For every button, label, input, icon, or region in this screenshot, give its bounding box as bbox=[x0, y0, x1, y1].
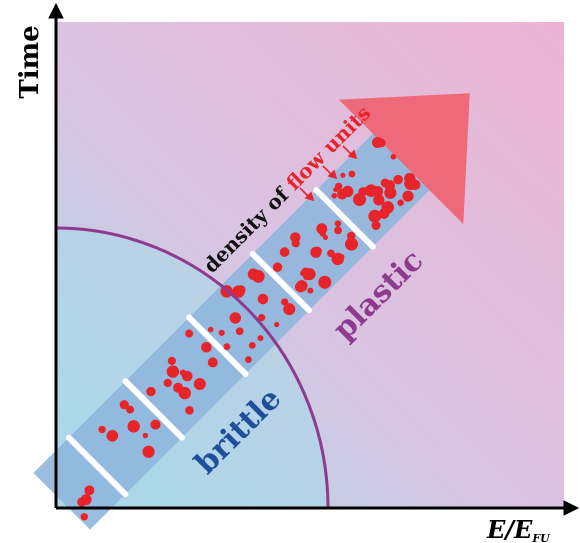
flow-unit-dot bbox=[80, 513, 88, 521]
flow-unit-dot bbox=[84, 485, 95, 496]
flow-unit-dot bbox=[272, 262, 283, 272]
flow-unit-dot bbox=[248, 341, 256, 349]
flow-band bbox=[33, 93, 470, 530]
flow-unit-dot bbox=[126, 405, 135, 414]
axes bbox=[48, 2, 580, 516]
flow-unit-dot bbox=[373, 194, 385, 206]
flow-unit-dot bbox=[335, 182, 343, 190]
flow-unit-dot bbox=[384, 180, 396, 191]
y-axis-arrow bbox=[48, 2, 64, 19]
flow-unit-dot bbox=[229, 312, 242, 324]
flow-unit-dot bbox=[331, 252, 344, 266]
flow-unit-dot bbox=[340, 172, 346, 178]
flow-unit-dot bbox=[106, 430, 119, 442]
flow-unit-dot bbox=[193, 377, 206, 390]
flow-unit-dot bbox=[281, 298, 289, 306]
flow-unit-dots bbox=[77, 136, 421, 521]
flow-unit-dot bbox=[348, 170, 356, 178]
flow-unit-dot bbox=[232, 285, 245, 298]
flow-unit-dot bbox=[146, 386, 156, 397]
flow-unit-dot bbox=[207, 357, 218, 368]
x-axis-label: E/EFU bbox=[486, 515, 551, 543]
flow-unit-dot bbox=[295, 280, 308, 292]
y-axis-label: Time bbox=[15, 25, 45, 98]
flow-unit-dot bbox=[142, 445, 155, 458]
flow-unit-dot bbox=[316, 223, 328, 235]
flow-unit-dot bbox=[342, 185, 354, 198]
flow-unit-dot bbox=[244, 356, 252, 363]
flow-unit-dot bbox=[181, 370, 193, 382]
flow-unit-dot bbox=[334, 226, 342, 235]
flow-unit-dot bbox=[331, 193, 338, 199]
flow-unit-dot bbox=[163, 378, 172, 388]
flow-unit-dot bbox=[318, 275, 332, 289]
flow-unit-dot bbox=[218, 329, 225, 336]
flow-unit-dot bbox=[344, 237, 358, 251]
x-axis-label-sub: FU bbox=[531, 532, 551, 543]
flow-unit-dot bbox=[334, 220, 342, 227]
flow-unit-dot bbox=[346, 231, 356, 241]
x-axis-arrow bbox=[563, 500, 580, 516]
flow-unit-dot bbox=[142, 432, 149, 439]
flow-unit-dot bbox=[274, 321, 280, 328]
flow-unit-dot bbox=[257, 293, 269, 305]
flow-unit-dot bbox=[80, 494, 92, 506]
flow-unit-dot bbox=[167, 356, 176, 365]
arrow-head bbox=[338, 93, 470, 225]
flow-unit-dot bbox=[223, 343, 231, 351]
flow-unit-dot bbox=[390, 153, 397, 160]
flow-unit-dot bbox=[364, 184, 378, 198]
flow-unit-dot bbox=[173, 382, 184, 393]
flow-unit-dot bbox=[377, 138, 386, 148]
flow-unit-dot bbox=[283, 303, 296, 316]
flow-unit-dot bbox=[166, 365, 180, 378]
flow-unit-dot bbox=[301, 267, 310, 276]
flow-unit-dot bbox=[150, 419, 161, 430]
brittle-plastic-boundary bbox=[56, 226, 330, 508]
flow-unit-dot bbox=[393, 174, 403, 185]
flow-unit-dot bbox=[371, 220, 381, 230]
flow-units-pointers bbox=[299, 145, 358, 202]
flow-unit-dot bbox=[312, 246, 322, 256]
flow-unit-dot bbox=[397, 199, 404, 206]
flow-unit-dot bbox=[251, 270, 265, 283]
flow-unit-dot bbox=[119, 400, 129, 410]
x-axis-label-main: E/E bbox=[486, 515, 533, 543]
flow-unit-dot bbox=[378, 208, 390, 219]
flow-unit-dot bbox=[235, 327, 244, 336]
flow-unit-dot bbox=[258, 314, 266, 322]
flow-unit-dot bbox=[290, 232, 301, 243]
flow-unit-dot bbox=[127, 420, 140, 433]
flow-unit-dot bbox=[402, 190, 414, 202]
flow-unit-dot bbox=[307, 287, 314, 294]
flow-unit-dot bbox=[185, 329, 194, 338]
flow-unit-dot bbox=[98, 425, 106, 434]
flow-unit-dot bbox=[207, 326, 214, 333]
flow-unit-dot bbox=[185, 405, 194, 415]
band-separators bbox=[65, 187, 376, 498]
flow-unit-dot bbox=[257, 335, 264, 342]
flow-unit-dot bbox=[279, 247, 290, 257]
flow-unit-dot bbox=[404, 177, 418, 191]
flow-unit-dot bbox=[201, 341, 212, 353]
flow-unit-dot bbox=[368, 209, 382, 223]
flow-unit-dot bbox=[353, 192, 367, 206]
